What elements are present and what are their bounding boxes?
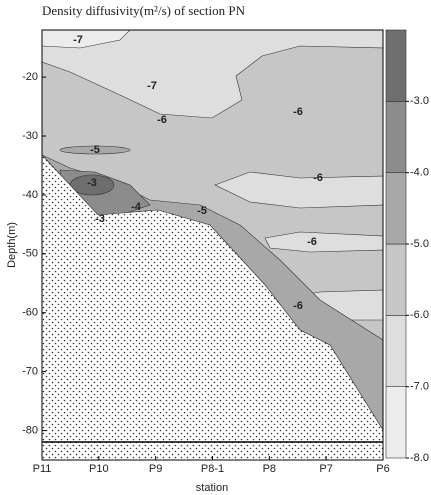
- colorbar-band: [385, 101, 407, 173]
- colorbar-band: [385, 172, 407, 245]
- y-tick-label: -20: [22, 71, 38, 83]
- x-tick-label: P11: [33, 463, 52, 475]
- y-tick-label: -70: [22, 366, 38, 378]
- colorbar-tick-label: -4.0: [410, 167, 429, 179]
- y-tick-label: -30: [22, 130, 38, 142]
- contour-label: -6: [293, 106, 303, 118]
- contour-fill: [59, 145, 131, 155]
- x-tick-label: P8: [263, 463, 276, 475]
- x-tick-label: P8-1: [201, 463, 224, 475]
- colorbar-tick-label: -8.0: [410, 452, 429, 464]
- contour-label: -4: [131, 201, 142, 213]
- colorbar-tick-label: -5.0: [410, 238, 429, 250]
- x-tick-label: P9: [149, 463, 162, 475]
- y-tick-label: -50: [22, 248, 38, 260]
- contour-label: -6: [313, 172, 323, 184]
- colorbar-band: [385, 29, 407, 102]
- contour-label: -7: [73, 34, 83, 46]
- contour-fill: [264, 231, 384, 253]
- y-axis-label: Depth(m): [6, 222, 18, 268]
- colorbar-band: [385, 315, 407, 387]
- y-tick-label: -40: [22, 189, 38, 201]
- contour-label: -3: [95, 213, 105, 225]
- contour-label: -6: [157, 114, 167, 126]
- colorbar-tick-label: -3.0: [410, 95, 429, 107]
- contour-label: -5: [197, 205, 207, 217]
- y-tick-label: -80: [22, 424, 38, 436]
- contour-label: -6: [293, 300, 303, 312]
- y-tick-label: -60: [22, 307, 38, 319]
- x-tick-label: P10: [89, 463, 109, 475]
- contour-label: -6: [307, 236, 317, 248]
- x-tick-label: P7: [319, 463, 332, 475]
- contour-label: -7: [147, 80, 157, 92]
- x-tick-label: P6: [376, 463, 389, 475]
- contour-label: -3: [87, 177, 97, 189]
- colorbar-tick-label: -7.0: [410, 381, 429, 393]
- colorbar-band: [385, 386, 407, 459]
- colorbar-band: [385, 243, 407, 316]
- colorbar-tick-label: -6.0: [410, 309, 429, 321]
- chart-title: Density diffusivity(m²/s) of section PN: [42, 3, 246, 18]
- contour-label: -5: [90, 144, 100, 156]
- x-axis-label: station: [196, 482, 228, 494]
